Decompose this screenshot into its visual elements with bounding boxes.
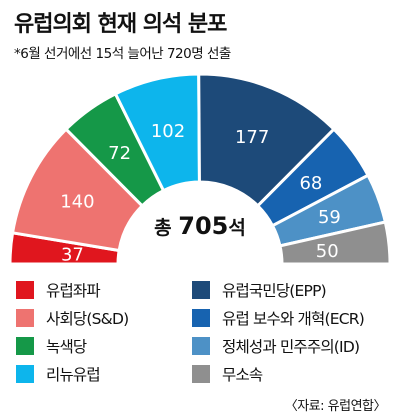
slice-value-label-6: 59 <box>318 207 341 228</box>
legend-swatch-7 <box>192 365 210 383</box>
legend-item-3: 리뉴유럽 <box>16 363 188 385</box>
legend-item-1: 사회당(S&D) <box>16 307 188 329</box>
legend-swatch-6 <box>192 337 210 355</box>
slice-value-label-7: 50 <box>316 241 339 262</box>
slice-value-label-2: 72 <box>108 143 131 164</box>
center-total-label: 총 705석 <box>154 212 246 240</box>
legend-label-1: 사회당(S&D) <box>46 310 129 328</box>
legend-swatch-1 <box>16 309 34 327</box>
legend-swatch-3 <box>16 365 34 383</box>
legend-swatch-4 <box>192 281 210 299</box>
source-note: 〈자료: 유럽연합〉 <box>284 399 387 414</box>
legend-swatch-2 <box>16 337 34 355</box>
legend-label-5: 유럽 보수와 개혁(ECR) <box>222 310 365 328</box>
legend-label-4: 유럽국민당(EPP) <box>222 282 327 300</box>
slice-value-label-5: 68 <box>299 173 322 194</box>
legend-swatch-5 <box>192 309 210 327</box>
legend-label-6: 정체성과 민주주의(ID) <box>222 338 360 356</box>
slice-value-label-0: 37 <box>61 244 84 265</box>
legend-label-3: 리뉴유럽 <box>46 366 101 384</box>
slice-value-label-4: 177 <box>235 127 269 148</box>
seat-distribution-chart: 37 140 72 102 177 68 59 50 총 705석 <box>10 72 390 265</box>
legend-item-2: 녹색당 <box>16 335 188 357</box>
legend-item-4: 유럽국민당(EPP) <box>192 279 392 301</box>
legend-item-7: 무소속 <box>192 363 392 385</box>
legend-label-7: 무소속 <box>222 366 263 384</box>
legend-item-0: 유럽좌파 <box>16 279 188 301</box>
legend-label-0: 유럽좌파 <box>46 282 101 300</box>
legend-label-2: 녹색당 <box>46 338 87 356</box>
legend-item-5: 유럽 보수와 개혁(ECR) <box>192 307 392 329</box>
legend-item-6: 정체성과 민주주의(ID) <box>192 335 392 357</box>
slice-4 <box>197 72 337 208</box>
slice-7 <box>278 220 390 264</box>
chart-subtitle: *6월 선거에선 15석 늘어난 720명 선출 <box>14 46 231 62</box>
legend-swatch-0 <box>16 281 34 299</box>
legend: 유럽좌파 유럽국민당(EPP) 사회당(S&D) 유럽 보수와 개혁(ECR) 녹색당 정… <box>16 279 396 385</box>
slice-value-label-1: 140 <box>60 192 94 213</box>
chart-title: 유럽의회 현재 의석 분포 <box>14 12 227 37</box>
slice-value-label-3: 102 <box>151 121 185 142</box>
